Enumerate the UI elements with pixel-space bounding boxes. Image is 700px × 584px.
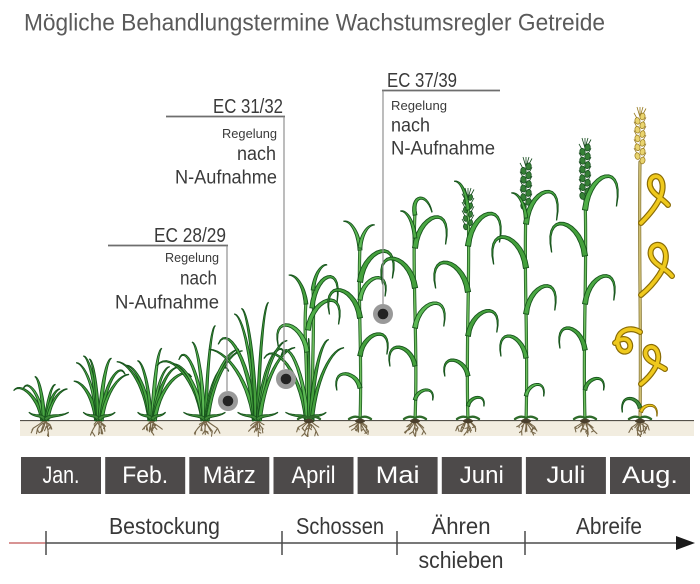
svg-text:Regelung: Regelung — [165, 250, 219, 265]
svg-text:Bestockung: Bestockung — [109, 513, 220, 539]
svg-text:nach: nach — [237, 144, 276, 165]
svg-text:Regelung: Regelung — [391, 98, 447, 113]
svg-text:Aug.: Aug. — [622, 462, 678, 489]
svg-text:nach: nach — [180, 269, 217, 290]
svg-text:EC 37/39: EC 37/39 — [387, 69, 457, 92]
svg-text:Schossen: Schossen — [296, 513, 384, 539]
svg-text:N-Aufnahme: N-Aufnahme — [115, 293, 219, 314]
svg-text:EC 28/29: EC 28/29 — [154, 224, 226, 247]
svg-text:Regelung: Regelung — [222, 126, 277, 141]
svg-text:Juli: Juli — [546, 462, 585, 489]
svg-text:schieben: schieben — [419, 547, 504, 573]
svg-text:Mai: Mai — [376, 462, 420, 489]
svg-text:Juni: Juni — [460, 462, 504, 489]
svg-text:Mögliche Behandlungstermine Wa: Mögliche Behandlungstermine Wachstumsreg… — [24, 10, 605, 37]
svg-text:EC 31/32: EC 31/32 — [213, 95, 283, 118]
svg-text:Feb.: Feb. — [122, 462, 168, 489]
svg-text:Jan.: Jan. — [43, 462, 80, 489]
svg-text:Abreife: Abreife — [576, 513, 642, 539]
svg-text:N-Aufnahme: N-Aufnahme — [391, 139, 495, 160]
svg-text:Ähren: Ähren — [432, 513, 491, 539]
svg-text:März: März — [203, 462, 256, 489]
svg-text:N-Aufnahme: N-Aufnahme — [175, 168, 277, 189]
svg-text:nach: nach — [391, 116, 430, 137]
svg-text:April: April — [292, 462, 336, 489]
